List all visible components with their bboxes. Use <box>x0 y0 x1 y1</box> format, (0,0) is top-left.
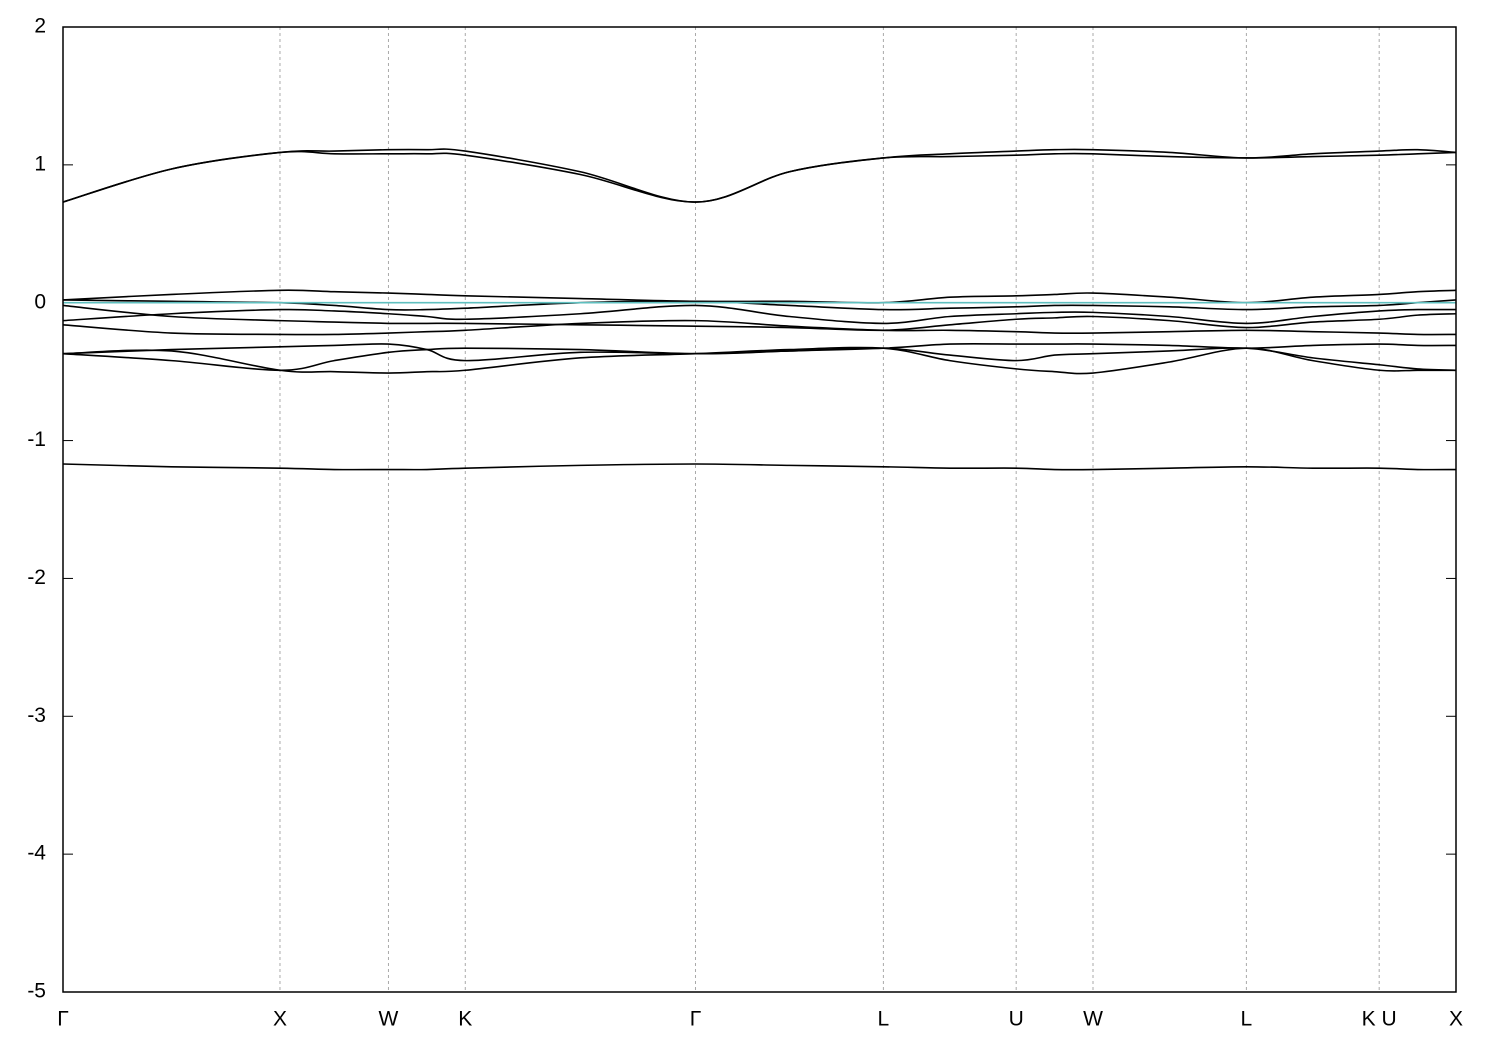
x-tick-label: K <box>458 1008 472 1031</box>
band-line <box>62 289 1457 304</box>
x-tick-label: U <box>1009 1008 1024 1031</box>
labels-layer: -5 -4 -3 -2 -1 0 1 2 Γ X W K Γ L U W L K U X <box>27 15 1463 1031</box>
band-line <box>62 299 1457 311</box>
x-tick-label: Γ <box>57 1008 69 1031</box>
y-tick-label: -3 <box>27 704 46 727</box>
y-tick-label: 0 <box>34 290 46 313</box>
x-tick-label: X <box>273 1008 287 1031</box>
band-line <box>62 463 1457 471</box>
y-tick-label: 1 <box>34 152 46 175</box>
band-line <box>62 319 1457 336</box>
band-line <box>62 343 1457 372</box>
y-tick-label: -4 <box>27 842 46 865</box>
x-tick-label: K U <box>1362 1008 1397 1031</box>
x-tick-label: Γ <box>690 1008 702 1031</box>
y-tick-label: -1 <box>27 428 46 451</box>
y-tick-label: -2 <box>27 566 46 589</box>
plot-frame <box>62 26 1457 993</box>
y-tick-label: 2 <box>34 15 46 38</box>
grid-layer <box>62 26 1457 993</box>
x-tick-label: X <box>1449 1008 1463 1031</box>
x-tick-label: L <box>1241 1008 1253 1031</box>
band-line <box>62 148 1457 203</box>
band-line <box>62 304 1457 325</box>
x-tick-label: W <box>1083 1008 1103 1031</box>
x-tick-label: W <box>379 1008 399 1031</box>
y-tick-label: -5 <box>27 980 46 1003</box>
x-tick-label: L <box>878 1008 890 1031</box>
bands-layer <box>62 148 1457 471</box>
band-line <box>62 150 1457 203</box>
